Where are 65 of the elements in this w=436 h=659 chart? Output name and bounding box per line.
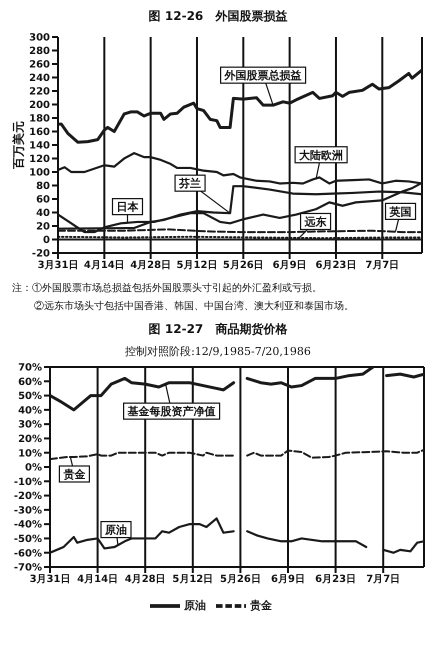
y-tick-label: 0% <box>25 462 42 474</box>
y-tick-label: 200 <box>29 100 50 112</box>
x-tick-label: 7月7日 <box>365 260 400 272</box>
y-tick-label: 40 <box>36 208 50 220</box>
x-tick-label: 3月31日 <box>30 574 70 586</box>
x-tick-label: 6月9日 <box>272 260 307 272</box>
y-tick-label: 300 <box>29 32 50 44</box>
text: 注：①外国股票市场总损益包括外国股票头寸引起的外汇盈利或亏损。 <box>11 282 323 295</box>
x-tick-label: 6月23日 <box>316 260 356 272</box>
y-tick-label: 180 <box>29 114 50 125</box>
y-tick-label: 60% <box>18 376 42 388</box>
annotation: 日本 <box>116 200 140 214</box>
y-tick-label: -20% <box>14 491 42 502</box>
x-tick-label: 4月14日 <box>84 260 125 272</box>
y-tick-label: 50% <box>18 391 42 402</box>
x-tick-label: 7月7日 <box>366 574 400 586</box>
legend-label: 原油 <box>184 599 206 612</box>
annotation: 贵金 <box>62 468 86 481</box>
y-tick-label: 80 <box>36 181 50 192</box>
y-tick-label: 260 <box>29 60 50 71</box>
annotation: 原油 <box>104 524 127 537</box>
text: ②远东市场头寸包括中国香港、韩国、中国台湾、澳大利亚和泰国市场。 <box>33 300 355 313</box>
y-tick-label: 40% <box>18 405 42 416</box>
y-tick-label: -20 <box>32 248 50 260</box>
y-tick-label: 100 <box>29 168 50 179</box>
chart-title: 图 12-26 外国股票损益 <box>148 8 288 25</box>
y-tick-label: 140 <box>29 140 50 152</box>
annotation: 基金每股资产净值 <box>126 405 216 418</box>
y-tick-label: 60 <box>36 194 50 206</box>
y-tick-label: -30% <box>14 505 42 516</box>
annotation: 远东 <box>304 215 327 228</box>
y-tick-label: 70% <box>18 362 42 374</box>
x-tick-label: 4月28日 <box>130 260 172 272</box>
y-tick-label: 280 <box>29 46 50 58</box>
annotation: 芬兰 <box>178 177 202 190</box>
x-tick-label: 5月12日 <box>176 260 218 272</box>
annotation: 外国股票总损益 <box>224 69 302 82</box>
y-tick-label: 20% <box>18 434 42 445</box>
x-tick-label: 6月23日 <box>315 574 356 586</box>
y-tick-label: 220 <box>29 86 50 98</box>
x-tick-label: 6月9日 <box>271 574 305 586</box>
x-tick-label: 5月26日 <box>222 260 264 272</box>
y-tick-label: 240 <box>29 73 50 84</box>
y-axis-title: 百万美元 <box>11 121 26 170</box>
y-tick-label: -70% <box>14 562 42 574</box>
x-tick-label: 3月31日 <box>38 260 78 272</box>
y-tick-label: 0 <box>43 235 50 246</box>
y-tick-label: -10% <box>14 476 42 488</box>
chart-subtitle: 控制对照阶段:12/9,1985-7/20,1986 <box>124 344 312 359</box>
y-tick-label: 20 <box>36 222 50 233</box>
x-tick-label: 5月12日 <box>172 574 214 586</box>
x-tick-label: 5月26日 <box>220 574 261 586</box>
y-tick-label: 10% <box>18 448 42 460</box>
chart-title: 图 12-27 商品期货价格 <box>148 321 288 338</box>
x-tick-label: 4月28日 <box>124 574 166 586</box>
y-tick-label: 160 <box>29 127 50 138</box>
annotation: 英国 <box>388 205 412 218</box>
y-tick-label: 30% <box>18 420 42 431</box>
y-tick-label: -60% <box>14 548 42 560</box>
y-tick-label: 120 <box>29 154 50 166</box>
y-tick-label: -50% <box>14 534 42 545</box>
y-tick-label: -40% <box>14 520 42 531</box>
x-tick-label: 4月14日 <box>77 574 118 586</box>
legend-label: 贵金 <box>250 599 272 612</box>
annotation: 大陆欧洲 <box>299 148 344 162</box>
